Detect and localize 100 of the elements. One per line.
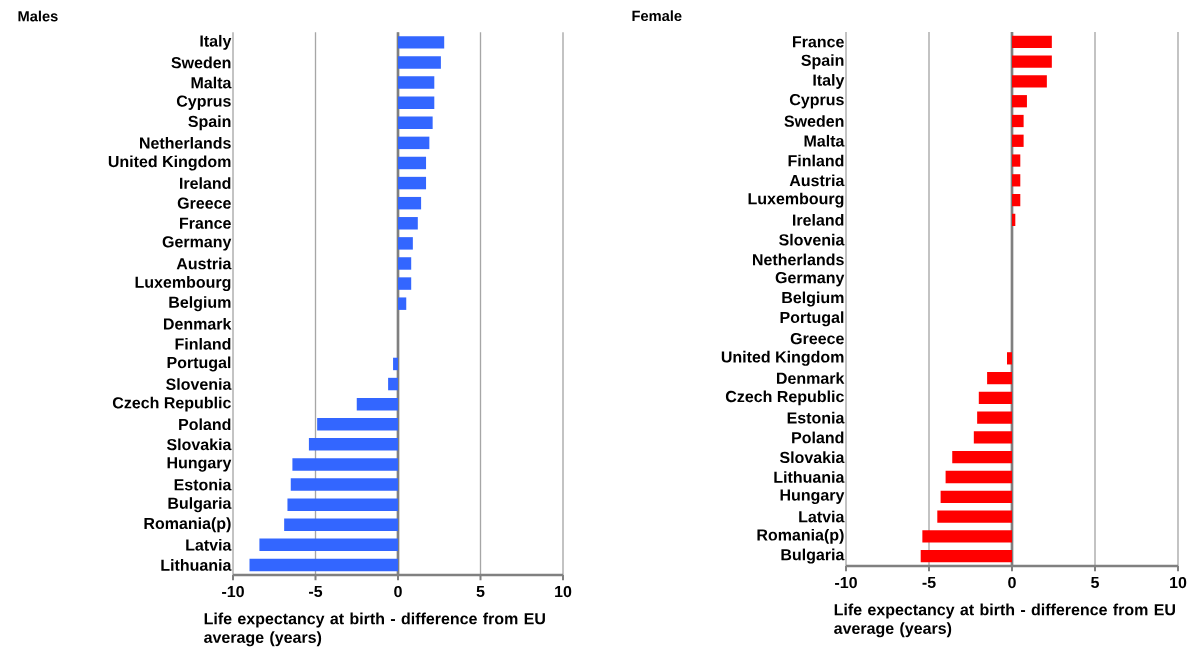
bar	[398, 116, 433, 130]
x-tick-label: -10	[222, 585, 244, 598]
bar	[398, 297, 407, 310]
bar	[1007, 352, 1012, 365]
y-tick-label: Czech Republic	[112, 396, 231, 412]
y-tick-label: Spain	[188, 115, 231, 131]
bar	[973, 431, 1012, 444]
x-tick-label: 5	[476, 585, 485, 598]
y-tick-label: Hungary	[167, 457, 232, 472]
x-tick-label: 10	[555, 585, 572, 598]
y-tick-label: Estonia	[787, 411, 845, 424]
y-tick-label: Germany	[162, 236, 232, 251]
bar	[308, 438, 399, 451]
bar	[1012, 114, 1024, 128]
bar	[393, 357, 399, 371]
y-tick-label: Cyprus	[789, 93, 844, 109]
y-tick-label: Austria	[176, 257, 232, 270]
x-tick-label: -10	[835, 576, 857, 589]
y-tick-label: Finland	[788, 154, 844, 167]
bar	[1012, 174, 1021, 187]
bar	[398, 76, 435, 89]
y-tick-label: Ireland	[793, 214, 844, 226]
y-tick-label: Portugal	[780, 311, 844, 327]
y-tick-label: Lithuania	[161, 559, 232, 571]
y-tick-label: Slovenia	[166, 378, 232, 390]
y-tick-label: Romania(p)	[144, 517, 231, 533]
bar	[945, 470, 1012, 484]
bar	[292, 458, 399, 471]
bar	[398, 96, 435, 109]
bar	[1012, 95, 1027, 108]
y-tick-label: Malta	[191, 76, 232, 89]
bar	[978, 391, 1012, 405]
y-tick-label: Austria	[789, 174, 845, 187]
y-tick-label: Germany	[775, 271, 845, 287]
bar	[284, 518, 399, 531]
bar	[1012, 75, 1047, 88]
y-tick-label: Lithuania	[774, 471, 845, 483]
y-tick-label: Poland	[179, 418, 231, 431]
x-tick-label: 5	[1091, 576, 1099, 589]
y-tick-label: Spain	[801, 54, 844, 70]
text: Female	[632, 10, 682, 22]
bar	[356, 397, 399, 411]
y-tick-label: United Kingdom	[721, 350, 844, 366]
y-tick-label: Poland	[792, 431, 844, 444]
bar	[977, 411, 1012, 424]
y-tick-label: Sweden	[784, 115, 844, 127]
bar	[1012, 35, 1052, 49]
bar	[398, 257, 412, 270]
y-tick-label: Italy	[200, 34, 232, 50]
y-tick-label: Malta	[804, 134, 845, 147]
y-tick-label: Czech Republic	[725, 390, 844, 406]
bar	[287, 498, 399, 511]
bar	[920, 549, 1012, 563]
y-tick-label: Greece	[790, 332, 844, 345]
y-tick-label: Luxembourg	[135, 276, 231, 292]
y-tick-label: Latvia	[186, 538, 232, 551]
bar	[398, 217, 418, 230]
bar	[398, 156, 427, 170]
x-axis-title: Life expectancy at birth - difference from EU average (years)	[204, 612, 545, 647]
bar	[398, 136, 430, 150]
y-tick-label: Greece	[177, 197, 231, 209]
bar	[1012, 154, 1021, 167]
y-tick-label: Estonia	[174, 478, 232, 491]
bar	[922, 530, 1012, 543]
bar	[1012, 134, 1024, 147]
x-tick-label: 10	[1170, 576, 1187, 589]
x-axis-title: Life expectancy at birth - difference from EU average (years)	[834, 603, 1175, 638]
bar	[1012, 55, 1052, 68]
bar	[398, 56, 441, 69]
bar	[1012, 193, 1021, 207]
y-tick-label: Finland	[175, 337, 231, 350]
y-tick-label: Latvia	[799, 510, 845, 523]
y-tick-label: Belgium	[169, 296, 231, 312]
text: Males	[18, 10, 58, 22]
x-tick-label: -5	[922, 576, 936, 589]
y-tick-label: Ireland	[180, 177, 231, 189]
y-tick-label: Hungary	[780, 489, 845, 504]
y-tick-label: United Kingdom	[108, 155, 231, 171]
y-tick-label: Cyprus	[176, 95, 231, 110]
bar	[290, 478, 399, 491]
y-tick-label: Netherlands	[140, 137, 231, 149]
y-tick-label: France	[180, 217, 231, 229]
bar	[398, 196, 422, 210]
y-tick-label: Sweden	[171, 56, 231, 69]
y-tick-label: Slovenia	[779, 233, 845, 246]
y-tick-label: Bulgaria	[781, 548, 845, 564]
bar	[388, 377, 399, 391]
bar	[249, 558, 399, 572]
y-tick-label: Belgium	[782, 291, 844, 307]
bar	[398, 36, 445, 49]
bar	[398, 277, 412, 290]
y-tick-label: Luxembourg	[748, 192, 844, 208]
x-tick-label: -5	[309, 585, 323, 598]
y-tick-label: Slovakia	[166, 438, 232, 451]
y-tick-label: France	[793, 36, 844, 48]
y-tick-label: Denmark	[776, 372, 845, 384]
bar	[259, 538, 399, 552]
bar	[398, 237, 413, 250]
y-tick-label: Italy	[813, 74, 845, 89]
bar	[987, 371, 1012, 385]
